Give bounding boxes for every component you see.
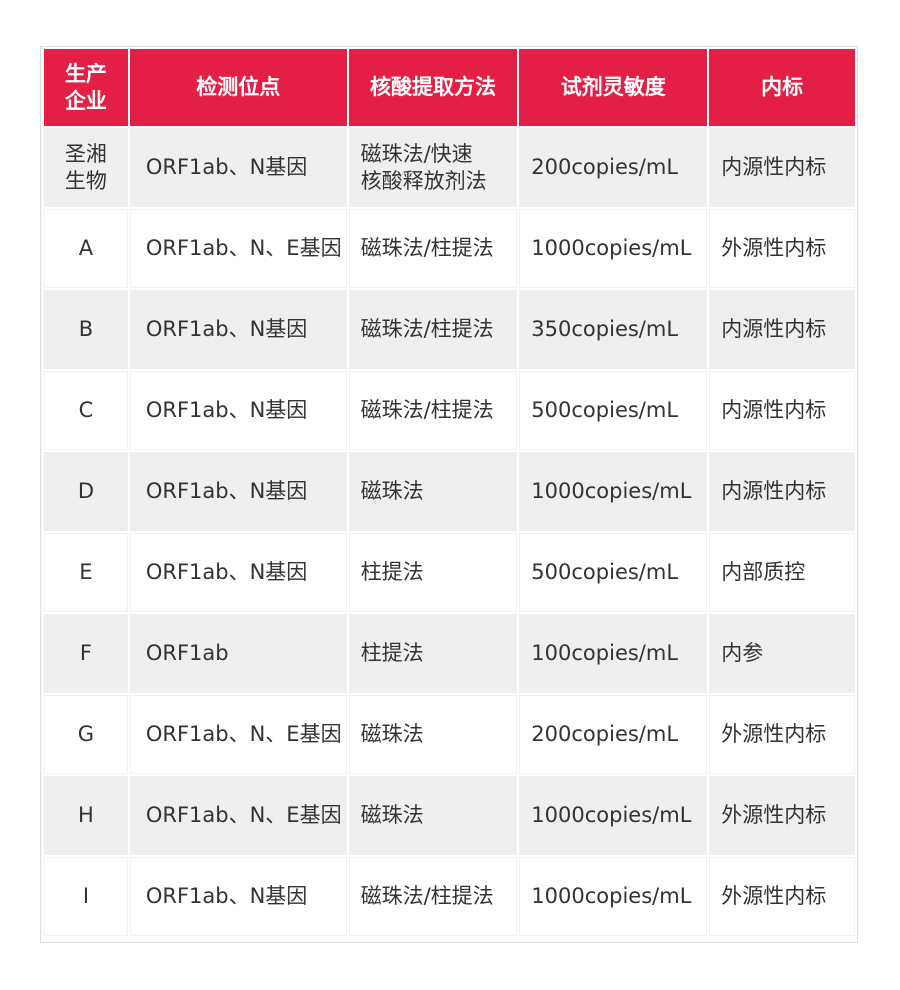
cell-company: A bbox=[44, 209, 128, 288]
cell-extraction: 磁珠法 bbox=[348, 776, 518, 855]
table-row: G ORF1ab、N、E基因 磁珠法 200copies/mL 外源性内标 bbox=[44, 695, 855, 774]
cell-company: E bbox=[44, 533, 128, 612]
table-row: C ORF1ab、N基因 磁珠法/柱提法 500copies/mL 内源性内标 bbox=[44, 371, 855, 450]
cell-company: B bbox=[44, 290, 128, 369]
cell-target: ORF1ab、N基因 bbox=[129, 371, 347, 450]
header-sensitivity: 试剂灵敏度 bbox=[519, 49, 708, 126]
cell-sensitivity: 1000copies/mL bbox=[519, 776, 708, 855]
cell-company: H bbox=[44, 776, 128, 855]
cell-target: ORF1ab、N基因 bbox=[129, 857, 347, 936]
cell-extraction: 柱提法 bbox=[348, 533, 518, 612]
cell-company: G bbox=[44, 695, 128, 774]
table-row: I ORF1ab、N基因 磁珠法/柱提法 1000copies/mL 外源性内标 bbox=[44, 857, 855, 936]
cell-company: C bbox=[44, 371, 128, 450]
cell-internal-control: 外源性内标 bbox=[709, 209, 855, 288]
cell-sensitivity: 100copies/mL bbox=[519, 614, 708, 693]
cell-sensitivity: 1000copies/mL bbox=[519, 452, 708, 531]
cell-target: ORF1ab、N基因 bbox=[129, 290, 347, 369]
cell-sensitivity: 1000copies/mL bbox=[519, 209, 708, 288]
cell-company: F bbox=[44, 614, 128, 693]
cell-company: I bbox=[44, 857, 128, 936]
cell-target: ORF1ab bbox=[129, 614, 347, 693]
comparison-table: 生产 企业 检测位点 核酸提取方法 试剂灵敏度 内标 圣湘 生物 ORF1ab、N… bbox=[42, 47, 857, 938]
table-row: B ORF1ab、N基因 磁珠法/柱提法 350copies/mL 内源性内标 bbox=[44, 290, 855, 369]
table-row: H ORF1ab、N、E基因 磁珠法 1000copies/mL 外源性内标 bbox=[44, 776, 855, 855]
cell-extraction: 磁珠法/柱提法 bbox=[348, 209, 518, 288]
table-row: 圣湘 生物 ORF1ab、N基因 磁珠法/快速 核酸释放剂法 200copies/mL… bbox=[44, 128, 855, 207]
header-row: 生产 企业 检测位点 核酸提取方法 试剂灵敏度 内标 bbox=[44, 49, 855, 126]
cell-company: D bbox=[44, 452, 128, 531]
cell-extraction: 磁珠法/柱提法 bbox=[348, 371, 518, 450]
header-internal-control: 内标 bbox=[709, 49, 855, 126]
table-row: D ORF1ab、N基因 磁珠法 1000copies/mL 内源性内标 bbox=[44, 452, 855, 531]
cell-internal-control: 外源性内标 bbox=[709, 695, 855, 774]
cell-internal-control: 内源性内标 bbox=[709, 371, 855, 450]
cell-extraction: 柱提法 bbox=[348, 614, 518, 693]
cell-sensitivity: 350copies/mL bbox=[519, 290, 708, 369]
cell-target: ORF1ab、N、E基因 bbox=[129, 776, 347, 855]
table-row: A ORF1ab、N、E基因 磁珠法/柱提法 1000copies/mL 外源性内标 bbox=[44, 209, 855, 288]
cell-internal-control: 内参 bbox=[709, 614, 855, 693]
header-company: 生产 企业 bbox=[44, 49, 128, 126]
cell-extraction: 磁珠法/快速 核酸释放剂法 bbox=[348, 128, 518, 207]
cell-internal-control: 内源性内标 bbox=[709, 452, 855, 531]
cell-extraction: 磁珠法 bbox=[348, 695, 518, 774]
cell-target: ORF1ab、N、E基因 bbox=[129, 209, 347, 288]
cell-sensitivity: 1000copies/mL bbox=[519, 857, 708, 936]
cell-internal-control: 内部质控 bbox=[709, 533, 855, 612]
header-extraction: 核酸提取方法 bbox=[348, 49, 518, 126]
cell-target: ORF1ab、N基因 bbox=[129, 128, 347, 207]
cell-sensitivity: 200copies/mL bbox=[519, 128, 708, 207]
cell-extraction: 磁珠法/柱提法 bbox=[348, 290, 518, 369]
cell-extraction: 磁珠法 bbox=[348, 452, 518, 531]
cell-extraction: 磁珠法/柱提法 bbox=[348, 857, 518, 936]
cell-target: ORF1ab、N、E基因 bbox=[129, 695, 347, 774]
cell-target: ORF1ab、N基因 bbox=[129, 452, 347, 531]
table-frame: 生产 企业 检测位点 核酸提取方法 试剂灵敏度 内标 圣湘 生物 ORF1ab、N… bbox=[40, 46, 858, 943]
cell-sensitivity: 500copies/mL bbox=[519, 533, 708, 612]
table-row: F ORF1ab 柱提法 100copies/mL 内参 bbox=[44, 614, 855, 693]
cell-internal-control: 外源性内标 bbox=[709, 776, 855, 855]
cell-internal-control: 内源性内标 bbox=[709, 290, 855, 369]
cell-target: ORF1ab、N基因 bbox=[129, 533, 347, 612]
header-target: 检测位点 bbox=[129, 49, 347, 126]
cell-internal-control: 外源性内标 bbox=[709, 857, 855, 936]
table-row: E ORF1ab、N基因 柱提法 500copies/mL 内部质控 bbox=[44, 533, 855, 612]
cell-sensitivity: 500copies/mL bbox=[519, 371, 708, 450]
cell-internal-control: 内源性内标 bbox=[709, 128, 855, 207]
cell-sensitivity: 200copies/mL bbox=[519, 695, 708, 774]
cell-company: 圣湘 生物 bbox=[44, 128, 128, 207]
header-company-text: 生产 企业 bbox=[64, 61, 107, 113]
